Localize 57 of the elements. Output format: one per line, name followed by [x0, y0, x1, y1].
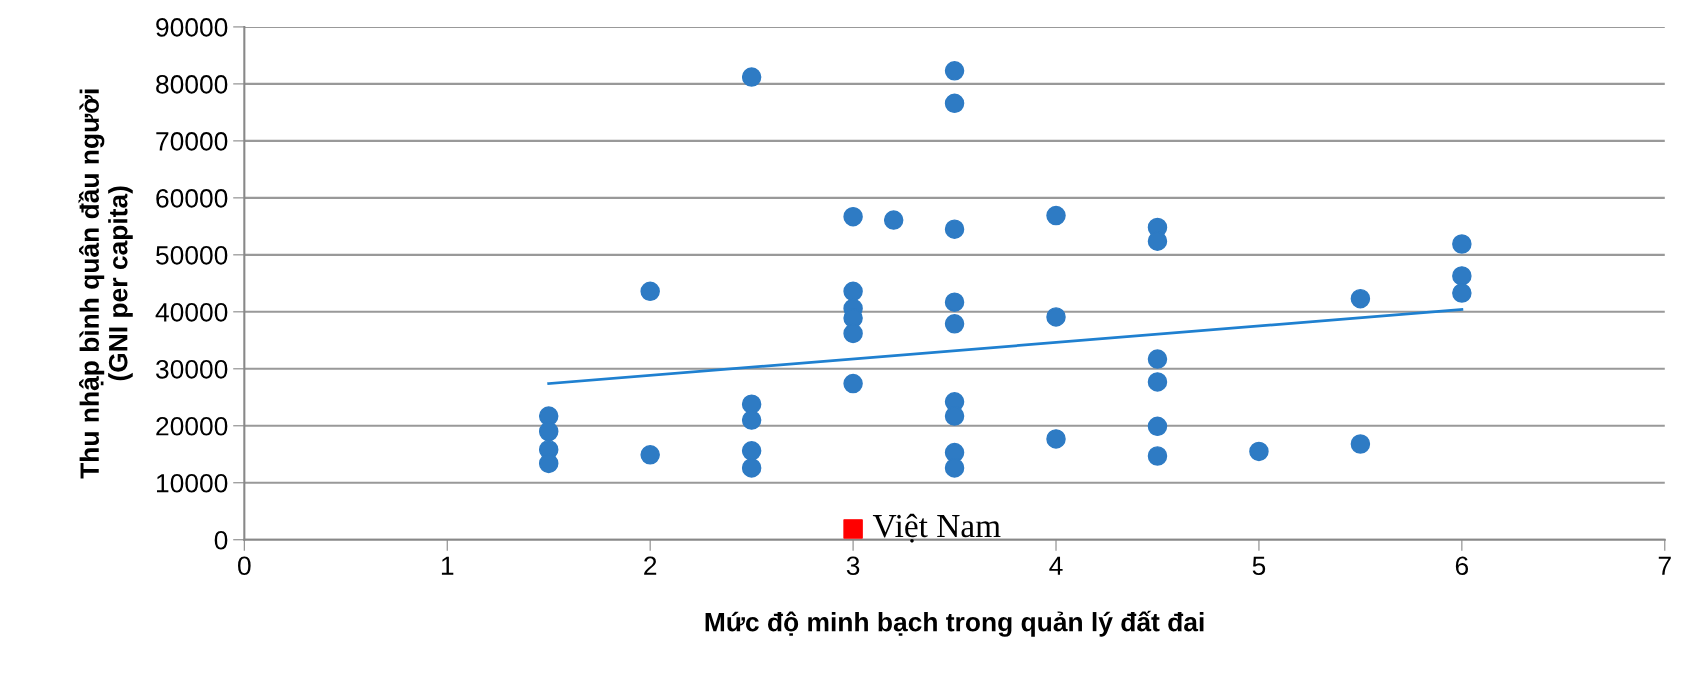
point [1452, 266, 1472, 286]
x-tick-label: 2 [644, 556, 657, 575]
y-tick-label: 90000 [156, 18, 228, 37]
point [944, 458, 965, 478]
x-tick-label: 6 [1455, 556, 1469, 576]
point [741, 410, 762, 430]
point [944, 406, 965, 426]
y-tick-label: 60000 [156, 189, 228, 208]
point [640, 281, 660, 302]
point [1147, 446, 1168, 466]
point [741, 441, 762, 461]
point [944, 292, 965, 312]
point [1452, 283, 1472, 303]
point [1046, 205, 1066, 226]
y-tick-label: 0 [214, 530, 228, 550]
point [1147, 372, 1168, 392]
x-axis-title: Mức độ minh bạch trong quản lý đất đai [705, 610, 1204, 637]
point [538, 453, 559, 474]
y-tick-label: 70000 [156, 132, 228, 151]
y-tick-label: 10000 [156, 473, 228, 493]
y-tick-label: 50000 [156, 245, 228, 265]
point [1452, 234, 1472, 254]
point [944, 219, 965, 239]
point [1046, 307, 1066, 327]
y-tick-label: 40000 [155, 302, 228, 322]
point [944, 314, 965, 334]
y-axis-title: Thu nhập bình quân đầu người (GNI per capita) [78, 89, 133, 479]
point [640, 445, 660, 465]
point [1350, 434, 1371, 454]
point [944, 93, 965, 114]
point [843, 206, 863, 227]
point [741, 458, 762, 478]
point [1350, 288, 1371, 309]
x-tick-label: 3 [846, 556, 860, 576]
point [944, 61, 965, 81]
point [1046, 429, 1066, 449]
point [1147, 231, 1168, 251]
point [1147, 349, 1168, 369]
point [538, 421, 559, 442]
point [1147, 416, 1168, 437]
y-tick-label: 20000 [156, 416, 228, 436]
x-tick-label: 5 [1252, 556, 1266, 576]
x-tick-label: 4 [1049, 556, 1063, 575]
point [883, 210, 904, 230]
annotation: Việt Nam [872, 513, 1001, 543]
point [741, 394, 762, 414]
point [843, 519, 863, 539]
point [1249, 441, 1269, 462]
x-tick-label: 1 [441, 556, 454, 575]
point [843, 323, 863, 344]
point [843, 281, 863, 302]
x-tick-label: 7 [1658, 556, 1671, 575]
point [843, 373, 863, 394]
point [741, 67, 762, 87]
x-tick-label: 0 [238, 556, 251, 576]
y-tick-label: 30000 [155, 359, 228, 379]
y-tick-label: 80000 [156, 75, 228, 94]
